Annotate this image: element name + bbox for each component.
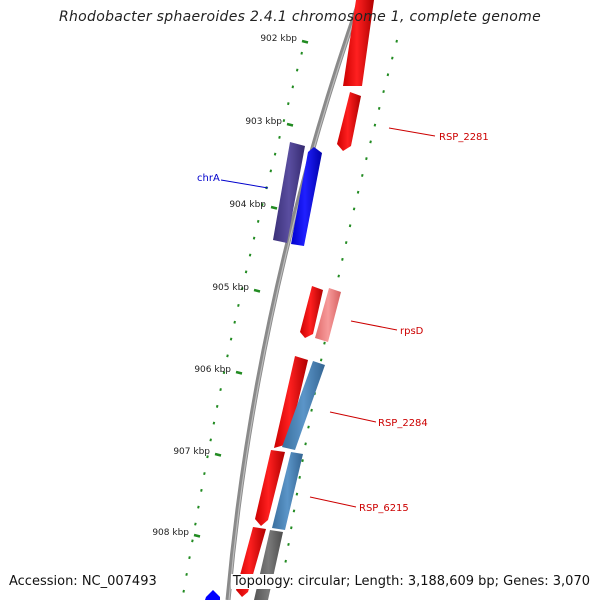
minor-tick-outer	[373, 123, 377, 127]
minor-tick-outer	[290, 526, 293, 530]
minor-tick-inner	[229, 337, 233, 341]
minor-tick-inner	[278, 135, 281, 139]
minor-tick-inner	[212, 421, 216, 425]
tick-label: 903 kbp	[245, 117, 282, 127]
minor-tick-inner	[222, 371, 226, 375]
minor-tick-outer	[341, 257, 344, 261]
minor-tick-inner	[256, 219, 260, 223]
minor-tick-outer	[391, 56, 394, 60]
major-tick	[214, 452, 222, 457]
minor-tick-outer	[361, 173, 364, 177]
minor-tick-outer	[352, 207, 356, 211]
gene-label-lines	[220, 127, 436, 508]
minor-tick-inner	[295, 68, 299, 72]
minor-tick-outer	[344, 241, 348, 245]
gene-feature-blue[interactable]	[291, 147, 322, 246]
gene-feature-blue-small[interactable]	[205, 590, 220, 600]
major-tick	[253, 288, 261, 293]
minor-tick-inner	[237, 303, 240, 307]
minor-tick-outer	[323, 341, 326, 345]
gene-label-rsp-2284[interactable]: RSP_2284	[378, 418, 428, 429]
minor-tick-inner	[191, 539, 194, 543]
gene-features	[205, 0, 374, 600]
minor-tick-outer	[369, 140, 372, 144]
minor-tick-inner	[233, 320, 236, 324]
minor-tick-outer	[377, 106, 381, 110]
minor-tick-outer	[386, 73, 390, 77]
minor-tick-outer	[307, 425, 310, 429]
minor-tick-inner	[291, 85, 295, 89]
minor-tick-inner	[209, 438, 212, 442]
genome-summary-text: Topology: circular; Length: 3,188,609 bp…	[230, 574, 590, 589]
minor-tick-inner	[206, 455, 209, 459]
tick-marks: 902 kbp 903 kbp 904 kbp 905 kbp 906 kbp 907 k…	[152, 34, 309, 538]
minor-tick-outer	[382, 90, 385, 94]
gene-label-rsp-2281[interactable]: RSP_2281	[439, 132, 489, 143]
minor-tick-inner	[197, 505, 200, 509]
minor-tick-outer	[304, 442, 307, 446]
gene-feature-red[interactable]	[274, 356, 308, 448]
gene-feature-rpsD[interactable]	[315, 288, 341, 342]
gene-labels: RSP_2281 chrA rpsD RSP_2284 RSP_6215	[197, 132, 489, 514]
minor-tick-inner	[226, 354, 229, 358]
gene-feature-red[interactable]	[255, 450, 285, 526]
minor-tick-inner	[219, 388, 222, 392]
minor-tick-inner	[261, 203, 264, 207]
backbone-highlight	[228, 0, 362, 600]
tick-label: 904 kbp	[229, 200, 266, 210]
tick-label: 908 kbp	[152, 528, 189, 538]
minor-tick-outer	[319, 358, 323, 362]
gene-feature-red[interactable]	[300, 286, 323, 338]
gene-feature-steel[interactable]	[282, 361, 325, 450]
minor-tick-inner	[273, 152, 277, 156]
minor-tick-outer	[284, 559, 287, 563]
gene-feature-red[interactable]	[337, 92, 361, 151]
minor-tick-inner	[269, 169, 273, 173]
minor-tick-inner	[203, 472, 206, 476]
minor-tick-inner	[215, 404, 219, 408]
major-tick	[193, 533, 201, 538]
accession-text: Accession: NC_007493	[9, 574, 157, 589]
minor-tick-inner	[182, 589, 185, 593]
minor-tick-outer	[365, 157, 368, 161]
tick-label: 906 kbp	[194, 365, 231, 375]
major-tick	[301, 39, 309, 44]
minor-tick-inner	[185, 572, 188, 576]
minor-tick-inner	[200, 488, 203, 492]
minor-tick-outer	[298, 475, 301, 479]
major-tick	[235, 370, 243, 375]
map-title: Rhodobacter sphaeroides 2.4.1 chromosome…	[58, 9, 542, 25]
gene-feature-steel[interactable]	[272, 452, 303, 530]
minor-tick-inner	[244, 270, 248, 274]
minor-tick-inner	[282, 119, 286, 123]
minor-tick-inner	[300, 51, 303, 55]
minor-tick-outer	[348, 224, 352, 228]
tick-label: 907 kbp	[173, 447, 210, 457]
backbone	[225, 0, 363, 600]
minor-tick-outer	[395, 39, 398, 43]
tick-label: 902 kbp	[260, 34, 297, 44]
minor-tick-outer	[287, 542, 290, 546]
gene-label-rsp-6215[interactable]: RSP_6215	[359, 503, 409, 514]
minor-tick-inner	[240, 287, 244, 291]
minor-tick-outer	[301, 459, 304, 463]
gene-feature-chrA[interactable]	[273, 142, 305, 243]
minor-tick-inner	[248, 253, 252, 257]
minor-tick-inner	[287, 102, 290, 106]
tick-label: 905 kbp	[212, 283, 249, 293]
gene-label-chra[interactable]: chrA	[197, 173, 220, 184]
major-tick	[270, 205, 278, 210]
minor-tick-outer	[292, 509, 296, 513]
minor-tick-outer	[337, 274, 340, 278]
minor-tick-inner	[188, 556, 191, 560]
gene-label-rpsd[interactable]: rpsD	[400, 326, 424, 337]
gene-feature-red[interactable]	[343, 0, 374, 86]
major-tick	[286, 122, 294, 127]
minor-tick-outer	[310, 408, 313, 412]
minor-tick-outer	[356, 190, 360, 194]
minor-tick-inner	[252, 236, 256, 240]
minor-tick-outer	[295, 492, 299, 496]
minor-tick-inner	[194, 522, 197, 526]
